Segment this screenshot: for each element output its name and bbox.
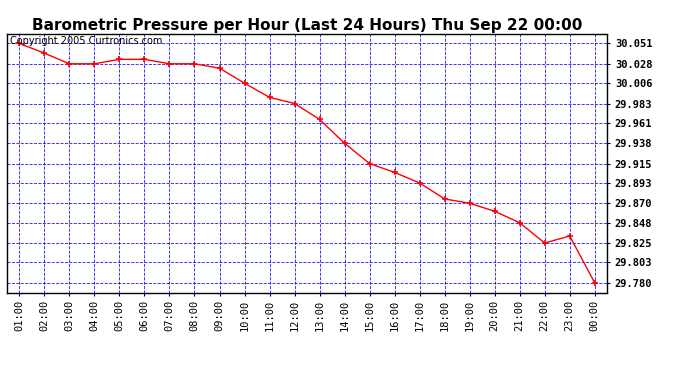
Text: Copyright 2005 Curtronics.com: Copyright 2005 Curtronics.com <box>10 36 162 46</box>
Title: Barometric Pressure per Hour (Last 24 Hours) Thu Sep 22 00:00: Barometric Pressure per Hour (Last 24 Ho… <box>32 18 582 33</box>
